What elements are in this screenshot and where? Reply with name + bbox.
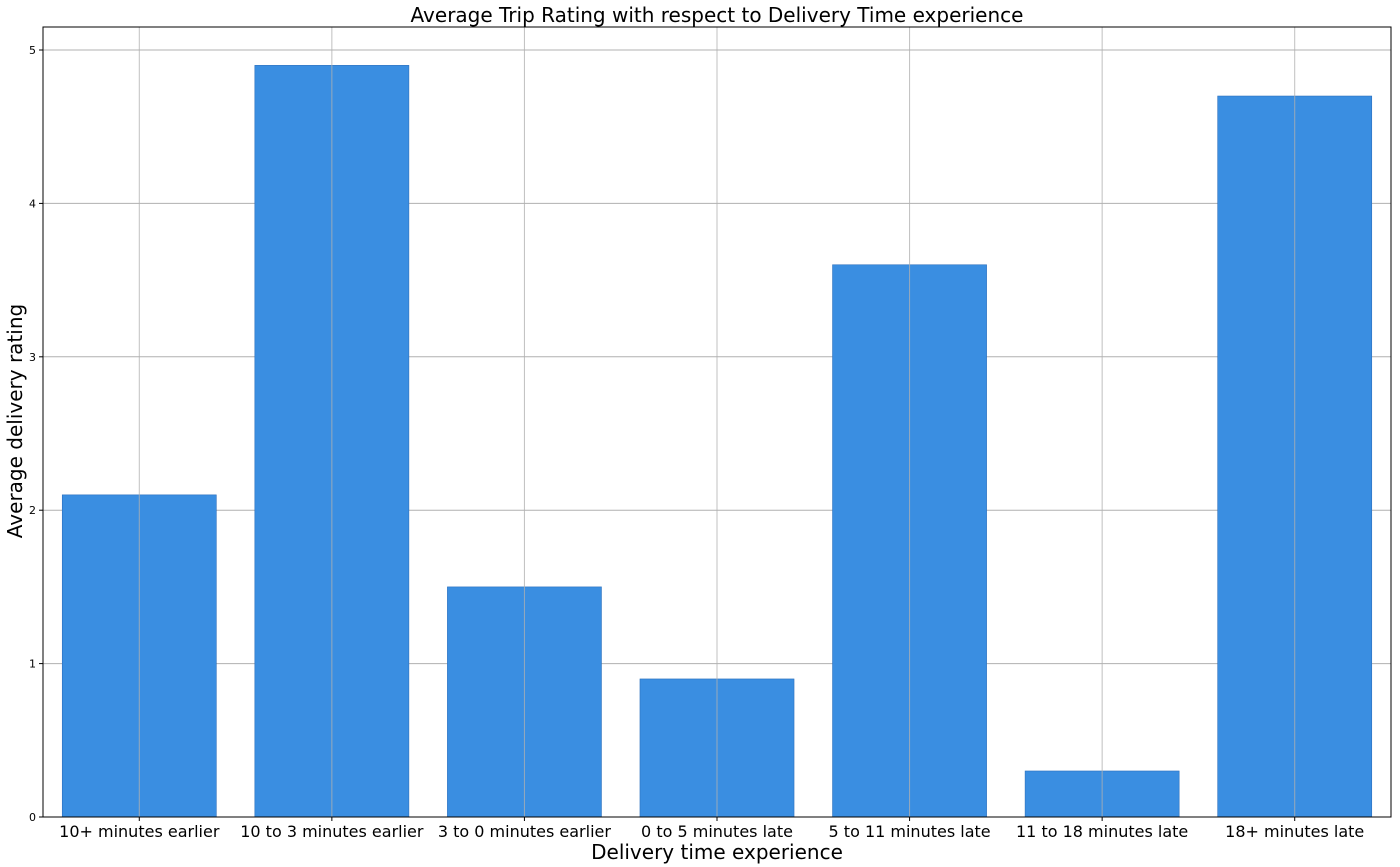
x-tick-label: 0 to 5 minutes late [641, 822, 793, 841]
x-tick-label: 10+ minutes earlier [59, 822, 220, 841]
x-axis-label: Delivery time experience [591, 840, 843, 864]
y-tick-label: 5 [29, 44, 36, 57]
y-tick-label: 3 [29, 351, 36, 364]
chart-title: Average Trip Rating with respect to Deli… [411, 3, 1024, 27]
y-tick-label: 2 [29, 504, 36, 517]
x-tick-label: 3 to 0 minutes earlier [438, 822, 611, 841]
ticks: 0 1 2 3 4 5 10+ minutes earlier 10 to 3 minutes… [29, 44, 1364, 841]
x-tick-label: 5 to 11 minutes late [829, 822, 991, 841]
x-tick-label: 10 to 3 minutes earlier [240, 822, 424, 841]
plot-frame [42, 26, 1392, 818]
vertical-grid [138, 27, 1296, 817]
x-tick-label: 11 to 18 minutes late [1016, 822, 1188, 841]
y-tick-label: 0 [29, 811, 36, 824]
y-tick-label: 1 [29, 658, 36, 671]
x-tick-label: 18+ minutes late [1225, 822, 1364, 841]
y-tick-label: 4 [29, 197, 36, 210]
y-axis-label: Average delivery rating [3, 304, 27, 538]
